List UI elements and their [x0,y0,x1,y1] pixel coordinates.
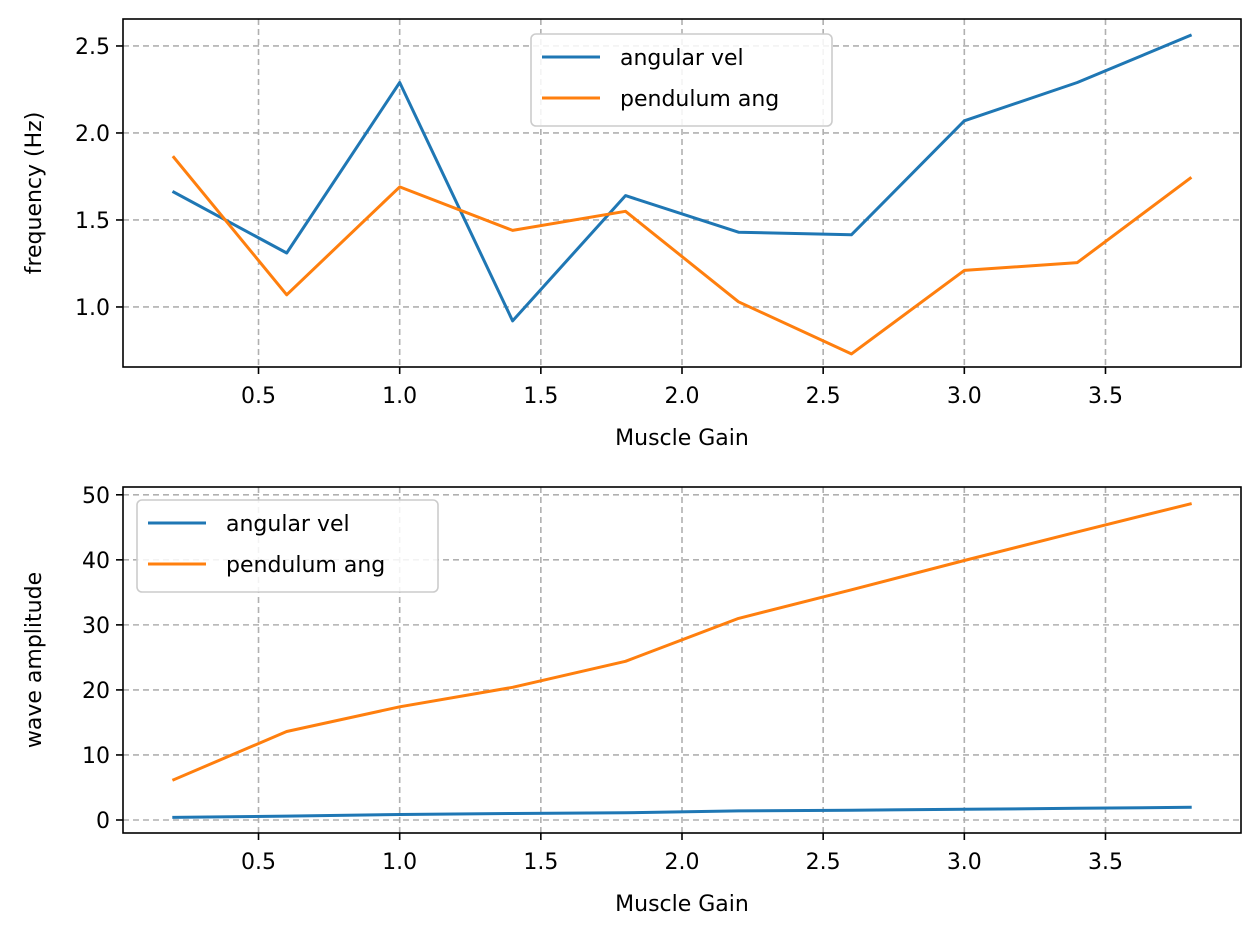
legend-box [136,499,439,593]
series-line-pendulum-ang [171,155,1193,356]
legend-label: angular vel [620,46,744,71]
y-tick-label: 20 [82,679,110,704]
frequency-chart: 0.5 1.0 1.5 2.0 2.5 3.0 3.5 1.0 1.5 2.0 2.5 Muscle … [22,18,1242,451]
y-tick-label: 2.0 [75,122,110,147]
y-tick-label: 30 [82,614,110,639]
series-line-angular-vel [172,805,1192,819]
y-tick-label: 1.5 [75,209,110,234]
legend-label: angular vel [226,512,350,537]
x-tick-label: 2.0 [665,850,700,875]
y-tick-label: 2.5 [75,35,110,60]
x-tick-label: 3.0 [947,384,982,409]
x-tick-label: 3.5 [1088,850,1123,875]
x-tick-label: 0.5 [241,384,276,409]
y-tick-label: 1.0 [75,296,110,321]
series-line-pendulum-ang [171,502,1193,782]
x-tick-label: 1.0 [382,384,417,409]
x-tick-label: 2.0 [665,384,700,409]
y-tick-label: 10 [82,744,110,769]
legend-label: pendulum ang [226,553,385,578]
x-tick-label: 3.5 [1088,384,1123,409]
series-line-angular-vel [171,33,1193,323]
x-tick-label: 1.5 [523,850,558,875]
x-tick-label: 3.0 [947,850,982,875]
legend-label: pendulum ang [620,87,779,112]
x-tick-label: 1.0 [382,850,417,875]
y-axis-title: wave amplitude [22,572,47,748]
x-tick-label: 1.5 [523,384,558,409]
amplitude-chart: 0.5 1.0 1.5 2.0 2.5 3.0 3.5 0 10 20 30 40 50 Muscle G… [22,484,1242,917]
x-axis-title: Muscle Gain [615,892,749,917]
x-axis-title: Muscle Gain [615,426,749,451]
x-tick-label: 0.5 [241,850,276,875]
y-tick-label: 0 [96,809,110,834]
y-tick-label: 40 [82,549,110,574]
legend-box [530,33,833,127]
x-tick-label: 2.5 [806,850,841,875]
x-tick-label: 2.5 [806,384,841,409]
y-axis-title: frequency (Hz) [22,112,47,275]
y-tick-label: 50 [82,484,110,509]
